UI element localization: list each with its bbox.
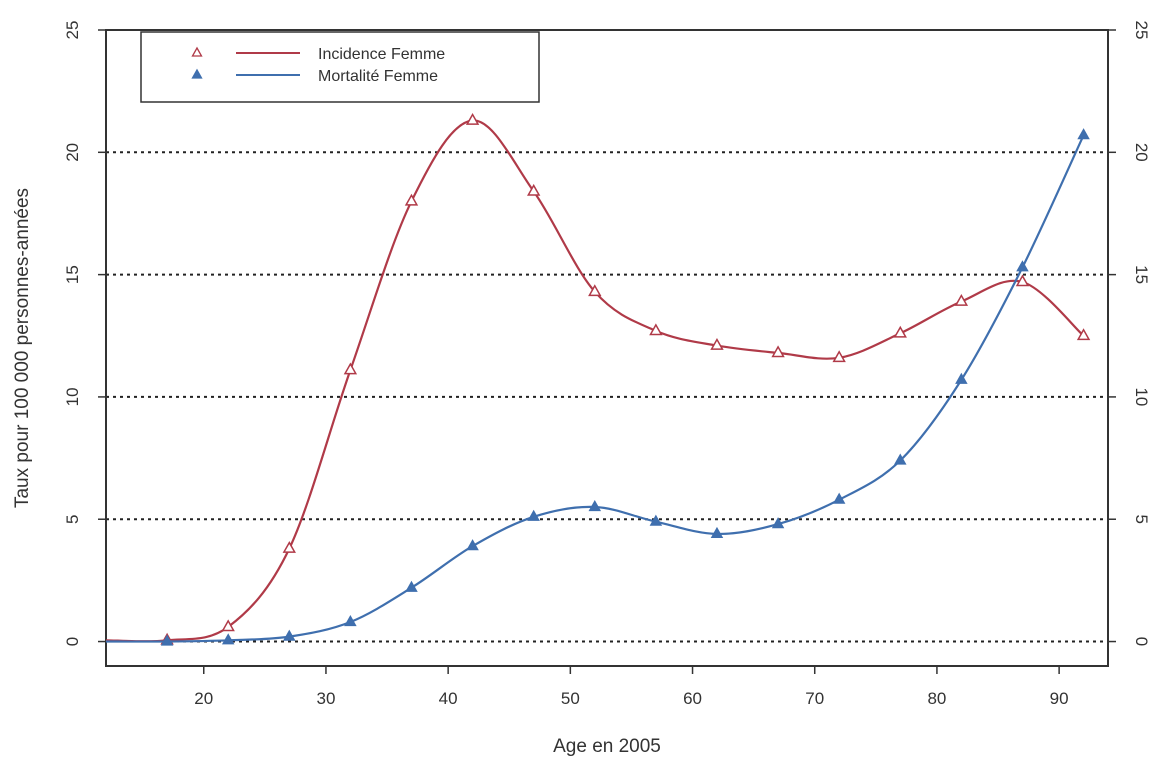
data-point [527, 509, 540, 521]
data-point [894, 453, 907, 465]
x-tick-label: 50 [561, 689, 580, 708]
legend-marker [191, 68, 203, 79]
data-point [465, 112, 480, 125]
x-tick-label: 90 [1050, 689, 1069, 708]
y-tick-label-right: 5 [1132, 514, 1151, 523]
legend-label: Mortalité Femme [318, 68, 438, 85]
y-tick-label-left: 25 [63, 21, 82, 40]
series-0 [105, 112, 1091, 645]
data-point [221, 619, 235, 632]
y-tick-label-left: 10 [63, 387, 82, 406]
data-point [832, 492, 846, 504]
x-tick-label: 80 [927, 689, 946, 708]
legend: Incidence Femme Mortalité Femme [140, 31, 540, 103]
data-point [832, 350, 846, 363]
data-point [466, 539, 479, 551]
data-point [710, 526, 724, 539]
y-tick-label-right: 15 [1132, 265, 1151, 284]
data-point [893, 325, 907, 338]
data-point [588, 284, 602, 297]
data-point [282, 541, 296, 553]
x-axis-title: Age en 2005 [553, 736, 661, 757]
series-line [105, 119, 1085, 643]
data-point [771, 345, 785, 358]
data-point [588, 499, 602, 512]
data-point [527, 183, 541, 196]
y-tick-label-left: 5 [63, 514, 82, 523]
x-tick-label: 60 [683, 689, 702, 708]
plot-frame [105, 29, 1109, 667]
data-point [221, 633, 235, 645]
y-tick-label-right: 25 [1132, 21, 1151, 40]
axes: 20 30 40 50 60 70 80 90 0 0 5 5 10 10 15 15 20 20 25 25 [63, 21, 1151, 708]
x-tick-label: 20 [194, 689, 213, 708]
data-point [954, 293, 969, 306]
data-point [649, 514, 663, 526]
legend-label: Incidence Femme [318, 46, 445, 63]
data-point [160, 634, 174, 646]
x-tick-label: 40 [439, 689, 458, 708]
data-point [283, 629, 296, 641]
x-tick-label: 70 [805, 689, 824, 708]
x-tick-label: 30 [316, 689, 335, 708]
series-layer [105, 112, 1091, 646]
y-tick-label-left: 15 [63, 265, 82, 284]
data-point [955, 372, 968, 384]
data-point [1077, 128, 1090, 140]
y-tick-label-right: 10 [1132, 387, 1151, 406]
data-point [1076, 328, 1091, 341]
data-point [1016, 260, 1029, 272]
data-point [344, 614, 357, 627]
data-point [405, 580, 418, 592]
data-point [710, 338, 724, 350]
y-tick-label-left: 0 [63, 637, 82, 646]
legend-marker [191, 46, 203, 57]
y-tick-label-right: 0 [1132, 637, 1151, 646]
data-point [343, 362, 358, 375]
y-tick-label-left: 20 [63, 143, 82, 162]
legend-box [140, 31, 540, 103]
data-point [649, 323, 663, 336]
data-point [771, 517, 785, 529]
data-point [404, 193, 419, 206]
data-point [1015, 274, 1030, 287]
y-tick-label-right: 20 [1132, 143, 1151, 162]
y-axis-title: Taux pour 100 000 personnes-années [12, 188, 33, 508]
series-1 [105, 128, 1090, 646]
